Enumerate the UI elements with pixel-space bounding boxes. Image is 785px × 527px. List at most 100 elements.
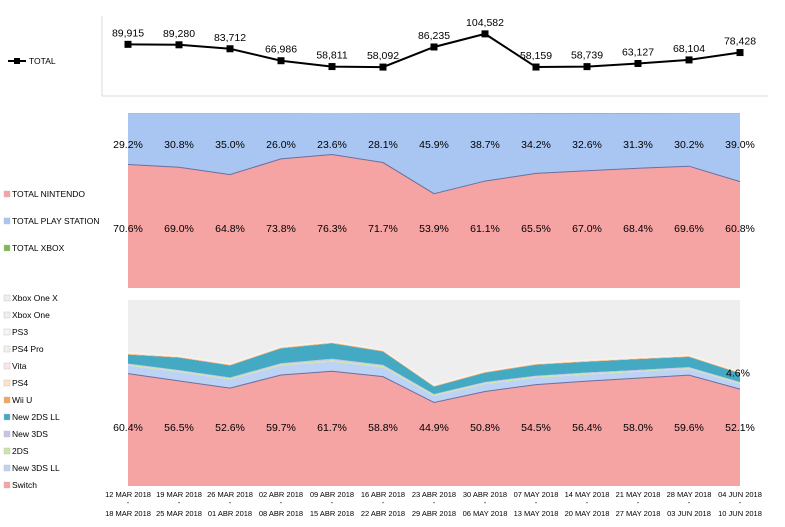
device-area-switch (128, 371, 740, 486)
legend-label: Xbox One (12, 310, 50, 320)
x-tick-label: 22 ABR 2018 (361, 509, 405, 518)
x-tick-label: 03 JUN 2018 (667, 509, 711, 518)
switch-share-label: 52.1% (725, 422, 755, 434)
playstation-share-label: 23.6% (317, 139, 347, 151)
x-tick-label: 18 MAR 2018 (105, 509, 151, 518)
switch-share-label: 59.7% (266, 422, 296, 434)
nintendo-share-label: 53.9% (419, 223, 449, 235)
x-tick-label: 25 MAR 2018 (156, 509, 202, 518)
switch-share-label: 56.5% (164, 422, 194, 434)
x-tick-separator: - (178, 498, 181, 507)
total-data-label: 83,712 (214, 32, 246, 44)
x-tick-label: 30 ABR 2018 (463, 490, 507, 499)
total-point (379, 63, 387, 71)
device-area-new-3ds-ll (128, 361, 740, 403)
total-data-label: 89,915 (112, 27, 144, 39)
playstation-share-label: 30.2% (674, 139, 704, 151)
legend-total-label: TOTAL (29, 56, 56, 66)
playstation-share-label: 34.2% (521, 139, 551, 151)
total-data-label: 58,811 (316, 50, 347, 62)
total-point (685, 56, 693, 64)
nintendo-share-label: 76.3% (317, 223, 347, 235)
playstation-share-label: 26.0% (266, 139, 296, 151)
x-tick-label: 28 MAY 2018 (667, 490, 712, 499)
x-tick-separator: - (688, 498, 691, 507)
x-tick-separator: - (637, 498, 640, 507)
x-tick-separator: - (280, 498, 283, 507)
nintendo-share-label: 73.8% (266, 223, 296, 235)
legend-swatch (3, 396, 11, 404)
playstation-share-label: 38.7% (470, 139, 500, 151)
total-data-label: 89,280 (163, 28, 195, 40)
device-area-xbox-one-x (128, 300, 740, 385)
nintendo-share-label: 64.8% (215, 223, 245, 235)
legend-swatch (3, 217, 11, 225)
total-data-label: 104,582 (466, 17, 504, 29)
total-data-label: 58,092 (367, 50, 399, 62)
legend-swatch (3, 190, 11, 198)
x-tick-separator: - (229, 498, 232, 507)
legend-swatch (3, 481, 11, 489)
switch-share-label: 58.0% (623, 422, 653, 434)
x-tick-separator: - (739, 498, 742, 507)
switch-share-label: 58.8% (368, 422, 398, 434)
x-tick-label: 14 MAY 2018 (565, 490, 610, 499)
x-tick-label: 21 MAY 2018 (616, 490, 661, 499)
total-data-label: 78,428 (724, 36, 756, 48)
x-tick-label: 13 MAY 2018 (514, 509, 559, 518)
nintendo-share-label: 71.7% (368, 223, 398, 235)
x-tick-label: 09 ABR 2018 (310, 490, 354, 499)
x-tick-label: 12 MAR 2018 (105, 490, 151, 499)
playstation-share-label: 39.0% (725, 139, 755, 151)
nintendo-share-label: 68.4% (623, 223, 653, 235)
platform-area-total-play-station (128, 113, 740, 194)
switch-share-label: 52.6% (215, 422, 245, 434)
switch-share-label: 61.7% (317, 422, 347, 434)
nintendo-share-label: 67.0% (572, 223, 602, 235)
legend-swatch (3, 345, 11, 353)
x-tick-label: 15 ABR 2018 (310, 509, 354, 518)
nintendo-share-label: 69.6% (674, 223, 704, 235)
nintendo-share-label: 61.1% (470, 223, 500, 235)
x-tick-separator: - (484, 498, 487, 507)
playstation-share-label: 28.1% (368, 139, 398, 151)
playstation-share-label: 45.9% (419, 139, 449, 151)
x-tick-separator: - (586, 498, 589, 507)
x-tick-label: 16 ABR 2018 (361, 490, 405, 499)
device-share-panel: Switch New 3DS LL 2DS New 3DS New 2DS LL Wii … (3, 293, 755, 490)
platform-area-total-nintendo (128, 154, 740, 288)
legend-label: New 2DS LL (12, 412, 60, 422)
playstation-share-label: 29.2% (113, 139, 143, 151)
legend-label: Wii U (12, 395, 32, 405)
total-point (328, 63, 336, 71)
legend-swatch (3, 379, 11, 387)
playstation-share-label: 30.8% (164, 139, 194, 151)
x-tick-label: 08 ABR 2018 (259, 509, 303, 518)
total-data-label: 86,235 (418, 30, 450, 42)
total-point (430, 43, 438, 51)
total-data-label: 66,986 (265, 44, 297, 56)
legend-label: PS3 (12, 327, 28, 337)
legend-swatch (3, 413, 11, 421)
legend-label: Vita (12, 361, 27, 371)
playstation-share-label: 31.3% (623, 139, 653, 151)
total-point (583, 63, 591, 71)
legend-label: Xbox One X (12, 293, 58, 303)
playstation-share-label: 35.0% (215, 139, 245, 151)
legend-swatch (3, 447, 11, 455)
total-point (736, 49, 744, 57)
legend-label: New 3DS (12, 429, 48, 439)
x-tick-label: 29 ABR 2018 (412, 509, 456, 518)
x-tick-label: 01 ABR 2018 (208, 509, 252, 518)
total-line-panel: 89,915 89,280 83,712 66,986 58,811 58,092 86,2… (8, 16, 768, 97)
x-tick-label: 26 MAR 2018 (207, 490, 253, 499)
legend-label: New 3DS LL (12, 463, 60, 473)
total-point (175, 41, 183, 49)
legend-total-marker (14, 58, 20, 64)
legend-label: PS4 Pro (12, 344, 44, 354)
legend-swatch (3, 362, 11, 370)
nintendo-share-label: 65.5% (521, 223, 551, 235)
series-share-label: 4.6% (726, 367, 750, 379)
